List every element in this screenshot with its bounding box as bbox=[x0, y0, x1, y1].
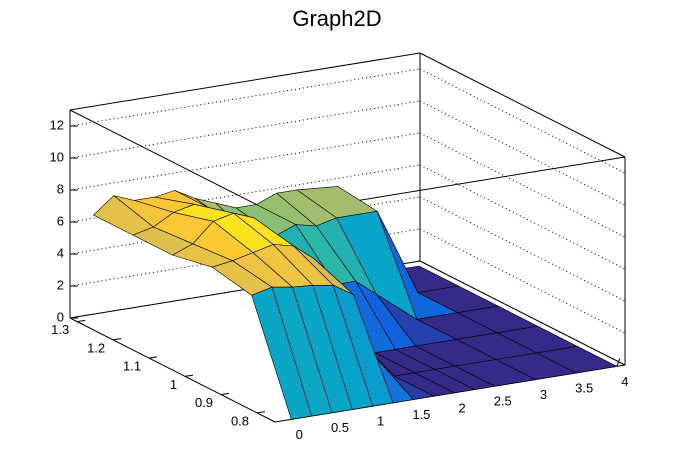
y-tick bbox=[113, 338, 122, 341]
z-tick-label: 0 bbox=[57, 309, 64, 324]
y-tick bbox=[256, 411, 266, 414]
y-tick bbox=[77, 319, 86, 323]
box-edge bbox=[419, 52, 626, 158]
z-tick-label: 12 bbox=[50, 117, 64, 132]
y-tick-label: 0.9 bbox=[195, 395, 213, 410]
y-tick-label: 1.1 bbox=[123, 359, 141, 374]
x-tick-label: 1 bbox=[377, 414, 384, 429]
z-tick-label: 8 bbox=[57, 181, 64, 196]
x-tick-label: 3 bbox=[540, 387, 547, 402]
y-tick bbox=[220, 392, 230, 396]
x-tick-label: 0 bbox=[296, 427, 303, 442]
z-tick-label: 4 bbox=[57, 245, 64, 260]
x-tick-label: 3.5 bbox=[575, 380, 593, 395]
y-tick-label: 0.8 bbox=[231, 413, 249, 428]
box-edge bbox=[69, 109, 276, 215]
x-tick-label: 0.5 bbox=[331, 420, 349, 435]
y-tick-label: 1.2 bbox=[87, 340, 105, 355]
x-tick-label: 4 bbox=[621, 374, 628, 389]
z-tick-label: 2 bbox=[57, 277, 64, 292]
x-tick-label: 1.5 bbox=[412, 407, 430, 422]
chart-title: Graph2D bbox=[292, 6, 381, 31]
x-tick-label: 2.5 bbox=[494, 394, 512, 409]
box-edge bbox=[419, 260, 626, 366]
y-tick bbox=[185, 374, 194, 377]
y-tick-label: 1 bbox=[170, 377, 177, 392]
box-edge bbox=[69, 52, 421, 111]
y-tick-label: 1.3 bbox=[51, 322, 69, 337]
surface-cell bbox=[251, 286, 312, 420]
y-tick bbox=[149, 356, 158, 359]
x-tick bbox=[616, 358, 621, 367]
axis-line bbox=[69, 317, 276, 423]
z-tick-label: 10 bbox=[50, 149, 64, 164]
z-tick-label: 6 bbox=[57, 213, 64, 228]
x-tick-label: 2 bbox=[458, 400, 465, 415]
